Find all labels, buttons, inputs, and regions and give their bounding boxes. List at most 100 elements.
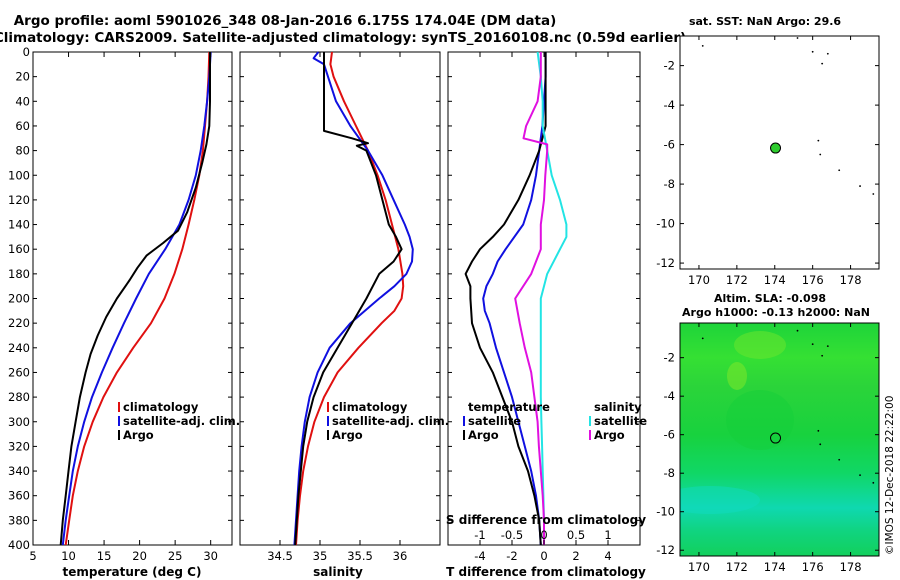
x-tick-label: 30 bbox=[203, 549, 218, 563]
map-x-tick-label: 174 bbox=[764, 560, 786, 574]
island-dot bbox=[796, 37, 799, 39]
sla-high-patch bbox=[727, 362, 747, 390]
y-tick-label: 380 bbox=[8, 513, 30, 527]
island-dot bbox=[701, 337, 704, 340]
temperature-xlabel: temperature (deg C) bbox=[63, 565, 202, 579]
map-y-tick-label: -12 bbox=[656, 543, 675, 557]
sla-texture bbox=[680, 331, 794, 514]
y-tick-label: 120 bbox=[8, 193, 30, 207]
sla-map-panel: Altim. SLA: -0.098 Argo h1000: -0.13 h20… bbox=[656, 292, 880, 574]
map-x-tick-label: 170 bbox=[688, 560, 710, 574]
legend-heading-temperature: temperature bbox=[468, 400, 550, 414]
s-diff-tick-label: -0.5 bbox=[501, 528, 523, 542]
temperature-ticks: 5 10 15 20 25 3002040608010012014016018020022… bbox=[8, 45, 232, 563]
salinity-axes-frame bbox=[239, 51, 441, 546]
island-dot bbox=[811, 50, 814, 53]
y-tick-label: 400 bbox=[8, 538, 30, 552]
island-dot bbox=[817, 429, 820, 432]
series-line-t-argo bbox=[464, 52, 547, 546]
legend-label-s-satellite: satellite bbox=[594, 414, 647, 428]
map-y-tick-label: -2 bbox=[664, 351, 675, 365]
argo-location-marker bbox=[770, 432, 782, 444]
legend-label-argo: Argo bbox=[123, 428, 154, 442]
series-line-satellite-adj-clim- bbox=[61, 51, 212, 546]
temperature-axes-frame bbox=[32, 51, 233, 546]
island-dot bbox=[859, 185, 861, 187]
map-y-tick-label: -6 bbox=[664, 428, 675, 442]
legend-label-t-argo: Argo bbox=[468, 428, 499, 442]
sla-map-ticks: 170 172 174 176 178 -2 -4 -6 -8 -10 -12 bbox=[656, 323, 879, 574]
y-tick-label: 200 bbox=[8, 292, 30, 306]
y-tick-label: 80 bbox=[15, 144, 30, 158]
x-tick-label: 34.5 bbox=[267, 549, 293, 563]
salinity-legend: climatology satellite-adj. clim. Argo bbox=[327, 400, 449, 442]
difference-panel: -4 -2 0 2 4 -1 -0.5 0 0.5 1 S difference from cli… bbox=[446, 51, 647, 579]
y-tick-label: 140 bbox=[8, 218, 30, 232]
figure-title-line2: Climatology: CARS2009. Satellite-adjuste… bbox=[0, 30, 686, 46]
map-y-tick-label: -8 bbox=[664, 466, 675, 480]
s-diff-tick-label: 1 bbox=[604, 528, 611, 542]
map-x-tick-label: 172 bbox=[726, 560, 748, 574]
imos-watermark: ©IMOS 12-Dec-2018 22:22:00 bbox=[884, 396, 896, 555]
salinity-series-group bbox=[293, 51, 414, 546]
map-x-tick-label: 178 bbox=[840, 273, 862, 287]
x-tick-label: 35.5 bbox=[347, 549, 373, 563]
sla-low-patch bbox=[726, 390, 794, 450]
x-tick-label: 15 bbox=[97, 549, 112, 563]
salinity-ticks: 34.5 35 35.5 36 bbox=[240, 51, 440, 563]
figure-title-line1: Argo profile: aoml 5901026_348 08-Jan-20… bbox=[14, 13, 557, 29]
x-tick-label: 0 bbox=[540, 549, 547, 563]
map-y-tick-label: -10 bbox=[656, 505, 675, 519]
island-dot bbox=[701, 44, 704, 47]
sst-map-panel: sat. SST: NaN Argo: 29.6 170 172 174 176 178… bbox=[656, 15, 880, 287]
sst-map-title: sat. SST: NaN Argo: 29.6 bbox=[689, 15, 841, 28]
map-x-tick-label: 174 bbox=[764, 273, 786, 287]
y-tick-label: 260 bbox=[8, 365, 30, 379]
x-tick-label: -2 bbox=[506, 549, 517, 563]
sla-map-title-line2: Argo h1000: -0.13 h2000: NaN bbox=[682, 306, 870, 319]
y-tick-label: 220 bbox=[8, 316, 30, 330]
y-tick-label: 160 bbox=[8, 242, 30, 256]
island-dot bbox=[826, 52, 829, 55]
island-dot bbox=[821, 62, 824, 65]
y-tick-label: 280 bbox=[8, 390, 30, 404]
sla-heatmap-field bbox=[680, 323, 879, 556]
island-dot bbox=[872, 193, 875, 195]
series-line-climatology bbox=[64, 51, 211, 546]
salinity-panel: 34.5 35 35.5 36 salinity climatology satell… bbox=[239, 51, 449, 579]
sla-low-patch bbox=[680, 486, 760, 514]
map-y-tick-label: -4 bbox=[664, 98, 675, 112]
legend-label-climatology: climatology bbox=[123, 400, 199, 414]
x-tick-label: 35 bbox=[313, 549, 328, 563]
series-line-argo bbox=[59, 52, 211, 546]
sla-map-title-line1: Altim. SLA: -0.098 bbox=[714, 292, 826, 305]
y-tick-label: 320 bbox=[8, 439, 30, 453]
temperature-legend: climatology satellite-adj. clim. Argo bbox=[118, 400, 240, 442]
y-tick-label: 100 bbox=[8, 168, 30, 182]
map-x-tick-label: 176 bbox=[802, 560, 824, 574]
sla-map-frame bbox=[679, 322, 880, 557]
t-difference-xlabel: T difference from climatology bbox=[446, 565, 646, 579]
y-tick-label: 240 bbox=[8, 341, 30, 355]
y-tick-label: 340 bbox=[8, 464, 30, 478]
island-dot bbox=[838, 169, 841, 172]
island-dot bbox=[819, 443, 822, 446]
y-tick-label: 300 bbox=[8, 415, 30, 429]
y-tick-label: 360 bbox=[8, 489, 30, 503]
island-dot bbox=[796, 329, 799, 332]
sst-map-content bbox=[701, 37, 875, 195]
difference-ticks: -4 -2 0 2 4 -1 -0.5 0 0.5 1 bbox=[448, 51, 640, 563]
y-tick-label: 180 bbox=[8, 267, 30, 281]
map-y-tick-label: -6 bbox=[664, 138, 675, 152]
island-dot bbox=[859, 474, 861, 477]
island-dot bbox=[821, 354, 824, 357]
sst-map-frame bbox=[679, 35, 880, 270]
map-y-tick-label: -2 bbox=[664, 59, 675, 73]
x-tick-label: -4 bbox=[474, 549, 485, 563]
x-tick-label: 20 bbox=[132, 549, 147, 563]
sla-map-content bbox=[701, 329, 875, 484]
legend-label-argo: Argo bbox=[332, 428, 363, 442]
y-tick-label: 0 bbox=[23, 45, 30, 59]
x-tick-label: 5 bbox=[29, 549, 36, 563]
